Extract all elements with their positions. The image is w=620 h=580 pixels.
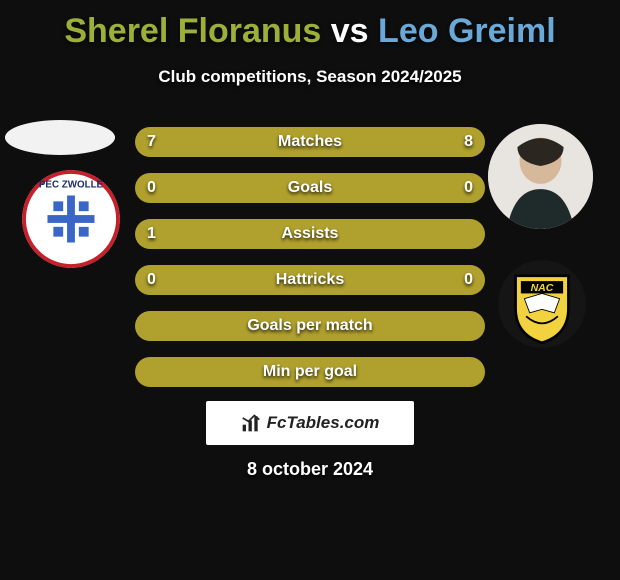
stat-bar-fill <box>135 219 485 249</box>
page-title: Sherel Floranus vs Leo Greiml <box>0 0 620 51</box>
avatar-placeholder-icon <box>488 124 593 229</box>
stat-bar-fill <box>135 127 485 157</box>
stat-bar-fill <box>135 173 485 203</box>
stat-row: 00Hattricks <box>135 265 485 295</box>
svg-text:NAC: NAC <box>531 282 554 294</box>
stat-row: 1Assists <box>135 219 485 249</box>
avatar-placeholder-icon <box>5 120 115 155</box>
stat-row: Min per goal <box>135 357 485 387</box>
svg-text:PEC ZWOLLE: PEC ZWOLLE <box>39 180 104 191</box>
stat-row: Goals per match <box>135 311 485 341</box>
stat-bar-fill <box>135 357 485 387</box>
stat-row: 00Goals <box>135 173 485 203</box>
subtitle: Club competitions, Season 2024/2025 <box>0 67 620 87</box>
player2-club-badge: NAC <box>498 260 586 348</box>
title-player1: Sherel Floranus <box>64 12 321 50</box>
stats-section: 78Matches 00Goals 1Assists 00Hattricks Goals… <box>135 127 485 387</box>
stat-bar-fill <box>135 311 485 341</box>
pec-zwolle-badge-icon: PEC ZWOLLE <box>22 170 120 268</box>
source-watermark: FcTables.com <box>206 401 414 445</box>
date-text: 8 october 2024 <box>0 459 620 480</box>
bar-chart-icon <box>241 413 261 433</box>
title-player2: Leo Greiml <box>378 12 556 50</box>
player2-avatar <box>488 124 593 229</box>
player1-club-badge: PEC ZWOLLE <box>22 170 120 268</box>
nac-badge-icon: NAC <box>498 260 586 348</box>
watermark-text: FcTables.com <box>267 413 380 433</box>
title-vs: vs <box>331 12 369 50</box>
comparison-infographic: Sherel Floranus vs Leo Greiml Club compe… <box>0 0 620 580</box>
player1-avatar <box>5 120 115 155</box>
stat-row: 78Matches <box>135 127 485 157</box>
stat-bar-fill <box>135 265 485 295</box>
